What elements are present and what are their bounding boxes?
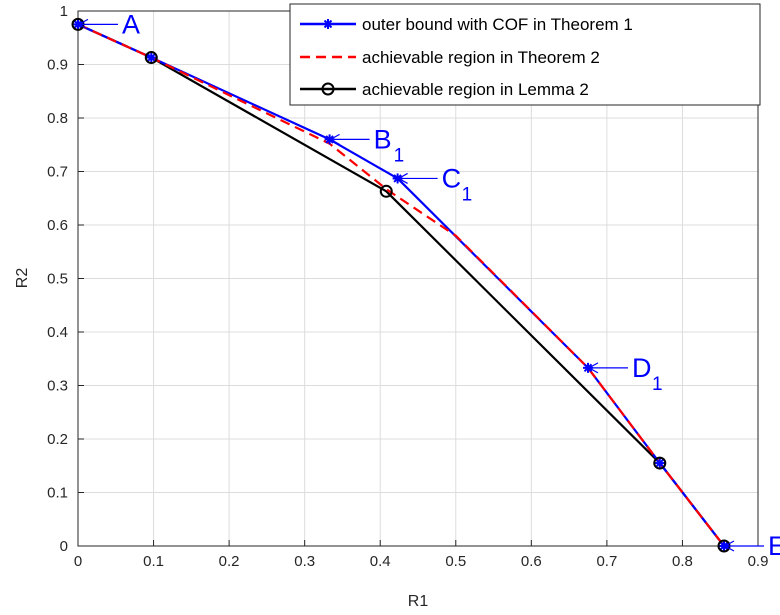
series-0-point-stroke — [655, 458, 664, 468]
legend-marker-0-stroke — [323, 19, 333, 29]
series-0-point-stroke — [147, 53, 156, 62]
y-axis-label: R2 — [14, 268, 31, 289]
x-tick-label: 0.6 — [521, 553, 542, 570]
legend-entry-2: achievable region in Lemma 2 — [362, 80, 589, 99]
x-tick-label: 0.3 — [294, 553, 315, 570]
x-tick-label: 0.7 — [596, 553, 617, 570]
y-tick-label: 0.2 — [47, 431, 68, 448]
annotation-label: B — [374, 124, 392, 154]
x-tick-label: 0.8 — [672, 553, 693, 570]
y-tick-label: 0.3 — [47, 378, 68, 395]
annotation-A: A — [77, 9, 140, 39]
annotation-arrow-head — [587, 362, 599, 374]
annotation-label: D — [632, 353, 652, 383]
series-0-point — [146, 52, 157, 63]
y-tick-label: 0.9 — [47, 57, 68, 74]
y-tick-label: 0.4 — [47, 324, 68, 341]
annotation-E: E — [723, 531, 780, 561]
annotation-label: C — [442, 163, 462, 193]
y-tick-label: 0.5 — [47, 271, 68, 288]
legend: outer bound with COF in Theorem 1 achieva… — [289, 3, 761, 106]
series-2-point — [653, 456, 667, 470]
x-tick-label: 0.1 — [143, 553, 164, 570]
series-2-point — [379, 184, 393, 198]
annotation-subscript: 1 — [652, 374, 663, 395]
legend-box — [289, 3, 761, 106]
y-tick-label: 0 — [60, 538, 68, 555]
annotation-subscript: 1 — [394, 145, 405, 166]
y-tick-label: 0.6 — [47, 217, 68, 234]
annotation-C: C1 — [397, 163, 473, 205]
annotation-arrow-head — [77, 18, 89, 30]
x-tick-label: 0.9 — [748, 553, 769, 570]
annotation-arrow-head — [329, 133, 340, 145]
annotation-D: D1 — [587, 353, 663, 395]
legend-marker-0 — [323, 19, 333, 29]
annotation-label: A — [122, 9, 140, 39]
x-axis-label: R1 — [408, 593, 429, 610]
y-tick-label: 0.1 — [47, 485, 68, 502]
y-tick-label: 0.8 — [47, 110, 68, 127]
annotation-B: B1 — [329, 124, 405, 166]
x-tick-label: 0.4 — [370, 553, 391, 570]
x-tick-label: 0.5 — [445, 553, 466, 570]
series-line-1 — [78, 23, 725, 546]
legend-entry-1: achievable region in Theorem 2 — [362, 48, 600, 67]
series-2-point — [144, 51, 158, 65]
x-tick-label: 0.2 — [219, 553, 240, 570]
legend-marker-2 — [321, 82, 335, 96]
annotation-label: E — [768, 531, 780, 561]
y-tick-label: 0.7 — [47, 164, 68, 181]
series-0-point — [654, 458, 665, 469]
annotation-arrow-head — [723, 540, 735, 552]
legend-entry-0: outer bound with COF in Theorem 1 — [362, 15, 633, 34]
y-axis-ticks: 0 0.1 0.2 0.3 0.4 0.5 0.6 0.7 0.8 0.9 1 — [47, 3, 84, 555]
annotation-subscript: 1 — [462, 184, 473, 205]
y-tick-label: 1 — [60, 3, 68, 20]
x-axis-ticks: 0 0.1 0.2 0.3 0.4 0.5 0.6 0.7 0.8 0.9 — [74, 540, 769, 570]
annotation-arrow-head — [397, 172, 408, 184]
x-tick-label: 0 — [74, 553, 82, 570]
